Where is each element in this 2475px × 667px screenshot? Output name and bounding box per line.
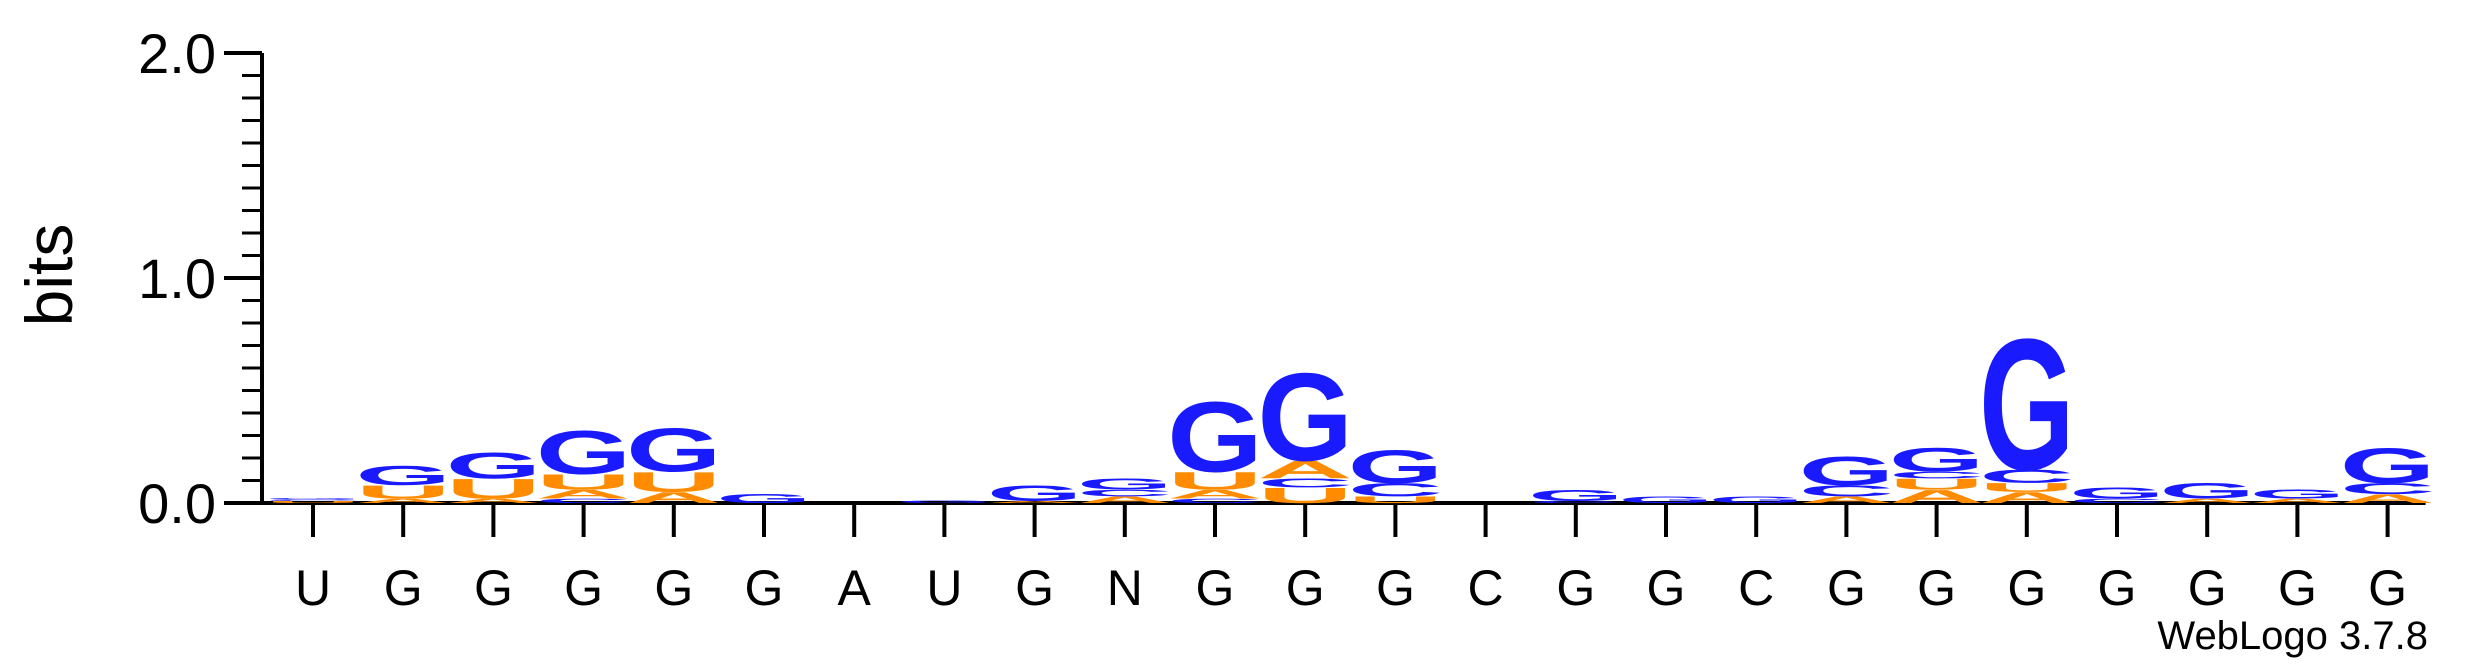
logo-letter-G: G — [2069, 484, 2165, 501]
y-tick-label: 2.0 — [138, 22, 216, 85]
x-tick-label: G — [654, 560, 693, 616]
logo-letter-C: C — [1799, 482, 1895, 499]
weblogo-credit: WebLogo 3.7.8 — [2157, 614, 2428, 658]
logo-letter-U: U — [536, 470, 632, 494]
logo-letter-C: C — [1077, 488, 1173, 498]
logo-letter-G: G — [1077, 475, 1173, 492]
logo-letter-G: G — [1348, 440, 1444, 492]
logo-letter-C: C — [1889, 470, 1985, 480]
logo-letter-A: A — [536, 487, 632, 501]
x-tick-label: U — [926, 560, 962, 616]
x-tick-label: C — [1468, 560, 1504, 616]
x-tick-label: G — [1827, 560, 1866, 616]
logo-letter-G: G — [2340, 437, 2436, 493]
logo-letter-A: A — [2250, 497, 2346, 504]
x-tick-label: G — [1376, 560, 1415, 616]
logo-letter-G: G — [446, 445, 542, 487]
logo-letter-A: A — [1799, 495, 1895, 505]
logo-letter-G: G — [1167, 381, 1263, 493]
logo-letter-C: C — [536, 497, 632, 504]
x-tick-label: A — [838, 560, 872, 616]
y-axis-label: bits — [12, 224, 86, 327]
logo-letter-G: G — [716, 492, 812, 506]
x-tick-label: G — [384, 560, 423, 616]
x-tick-label: G — [1917, 560, 1956, 616]
logo-letter-A: A — [446, 497, 542, 504]
logo-letter-A: A — [987, 500, 1083, 504]
logo-letter-G: G — [626, 415, 722, 485]
x-tick-label: N — [1107, 560, 1143, 616]
logo-letter-U: U — [1979, 480, 2075, 494]
logo-letter-A: A — [1889, 486, 1985, 507]
logo-letter-C: C — [1167, 497, 1263, 504]
logo-letter-G: G — [1979, 299, 2075, 510]
logo-letter-U: U — [1889, 475, 1985, 492]
logo-letter-U: U — [1348, 495, 1444, 505]
logo-letter-A: A — [1979, 489, 2075, 506]
logo-letter-G: G — [987, 481, 1083, 506]
logo-letter-G: G — [1799, 449, 1895, 494]
y-tick-label: 1.0 — [138, 247, 216, 310]
x-tick-label: G — [1196, 560, 1235, 616]
x-tick-label: G — [564, 560, 603, 616]
x-tick-label: G — [2278, 560, 2317, 616]
logo-letter-G: G — [1889, 441, 1985, 479]
logo-letter-G: G — [1708, 495, 1804, 505]
logo-letter-G: G — [265, 498, 361, 500]
logo-letter-A: A — [1167, 487, 1263, 501]
x-tick-label: G — [745, 560, 784, 616]
logo-letter-A: A — [1257, 456, 1353, 484]
logo-letter-C: C — [1348, 479, 1444, 500]
logo-letter-U: U — [265, 500, 361, 504]
logo-letter-G: G — [897, 500, 993, 503]
x-tick-label: G — [1556, 560, 1595, 616]
x-tick-label: U — [295, 560, 331, 616]
x-tick-label: G — [1286, 560, 1325, 616]
x-tick-label: G — [2007, 560, 2046, 616]
logo-letter-C: C — [2069, 497, 2165, 504]
logo-letter-U: U — [1167, 467, 1263, 495]
logo-letter-A: A — [626, 489, 722, 506]
x-tick-label: G — [2368, 560, 2407, 616]
logo-letter-C: C — [2340, 480, 2436, 497]
logo-letter-A: A — [355, 497, 451, 504]
logo-letter-G: G — [1528, 487, 1624, 504]
logo-letter-A: A — [2159, 497, 2255, 504]
logo-letter-G: G — [355, 459, 451, 491]
logo-letter-U: U — [446, 473, 542, 504]
logo-letter-C: C — [265, 499, 361, 501]
logo-letter-C: C — [1979, 466, 2075, 487]
logo-letter-A: A — [1077, 495, 1173, 505]
logo-letter-G: G — [1618, 495, 1714, 505]
logo-letter-G: G — [536, 417, 632, 487]
logo-letter-C: C — [1528, 500, 1624, 504]
logo-letter-U: U — [626, 466, 722, 497]
logo-letter-A: A — [2340, 492, 2436, 506]
x-tick-label: G — [1647, 560, 1686, 616]
logo-letter-G: G — [1257, 348, 1353, 487]
logo-letter-G: G — [2159, 479, 2255, 504]
logo-letter-U: U — [1257, 483, 1353, 507]
y-axis: 0.0 1.0 2.0 — [138, 22, 264, 535]
x-tick-label: G — [1015, 560, 1054, 616]
x-tick-label: G — [2098, 560, 2137, 616]
x-tick-label: G — [2188, 560, 2227, 616]
logo-letter-G: G — [2250, 487, 2346, 501]
logo-letter-C: C — [1257, 476, 1353, 490]
logo-letter-U: U — [355, 482, 451, 503]
x-tick-label: G — [474, 560, 513, 616]
x-tick-label: C — [1738, 560, 1774, 616]
y-tick-label: 0.0 — [138, 472, 216, 535]
